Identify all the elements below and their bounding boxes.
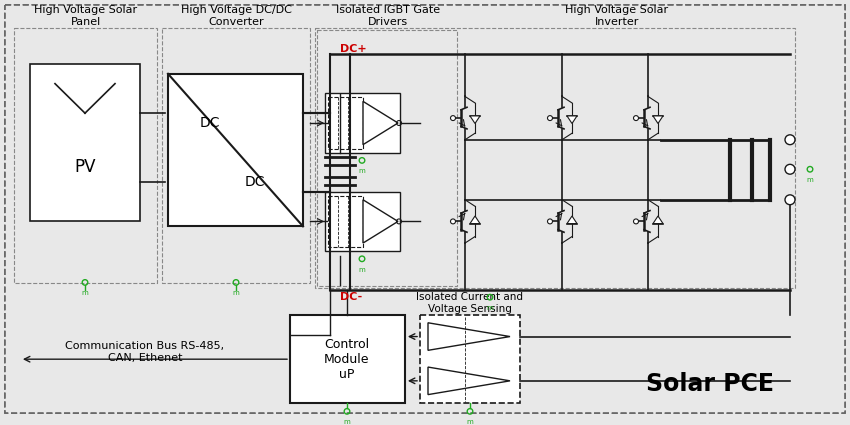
Circle shape: [547, 116, 552, 121]
Text: m: m: [359, 266, 366, 273]
Circle shape: [450, 219, 456, 224]
Text: DC+: DC+: [340, 44, 366, 54]
Bar: [420, 315, 520, 403]
Text: High Voltage Solar
Panel: High Voltage Solar Panel: [35, 5, 138, 26]
Polygon shape: [428, 367, 510, 394]
Polygon shape: [363, 101, 398, 144]
Bar: [162, 28, 310, 283]
Polygon shape: [428, 323, 510, 350]
Polygon shape: [567, 116, 577, 124]
Circle shape: [785, 135, 795, 144]
Bar: [328, 97, 363, 149]
Text: Isolated IGBT Gate
Drivers: Isolated IGBT Gate Drivers: [336, 5, 440, 26]
Bar: [30, 64, 140, 221]
Polygon shape: [363, 200, 398, 243]
Text: Solar PCE: Solar PCE: [646, 372, 774, 396]
Circle shape: [785, 195, 795, 205]
Text: m: m: [359, 168, 366, 174]
Text: m: m: [807, 177, 813, 183]
Bar: [290, 315, 405, 403]
Circle shape: [450, 116, 456, 121]
Text: Control
Module
uP: Control Module uP: [324, 338, 370, 381]
Bar: [325, 94, 400, 153]
Text: Isolated Current and
Voltage Sensing: Isolated Current and Voltage Sensing: [416, 292, 524, 314]
Text: Communication Bus RS-485,
CAN, Ethenet: Communication Bus RS-485, CAN, Ethenet: [65, 342, 224, 363]
Polygon shape: [653, 216, 663, 224]
Bar: [325, 192, 400, 251]
Text: m: m: [82, 290, 88, 296]
Bar: [14, 28, 157, 283]
Circle shape: [633, 116, 638, 121]
Circle shape: [547, 219, 552, 224]
Bar: [328, 196, 363, 247]
Circle shape: [785, 164, 795, 174]
Text: PV: PV: [74, 158, 96, 176]
Text: DC: DC: [200, 116, 220, 130]
Text: m: m: [486, 305, 493, 311]
Text: m: m: [233, 290, 240, 296]
Text: High Voltage Solar
Inverter: High Voltage Solar Inverter: [565, 5, 669, 26]
Text: m: m: [343, 419, 350, 425]
Polygon shape: [470, 216, 480, 224]
Text: DC-: DC-: [340, 292, 362, 302]
Circle shape: [633, 219, 638, 224]
Bar: [315, 28, 795, 288]
Polygon shape: [470, 116, 480, 124]
Bar: [317, 29, 457, 286]
Text: High Voltage DC/DC
Converter: High Voltage DC/DC Converter: [180, 5, 292, 26]
Text: m: m: [467, 419, 473, 425]
Bar: [168, 74, 303, 227]
Polygon shape: [567, 216, 577, 224]
Polygon shape: [653, 116, 663, 124]
Text: DC: DC: [245, 175, 265, 189]
